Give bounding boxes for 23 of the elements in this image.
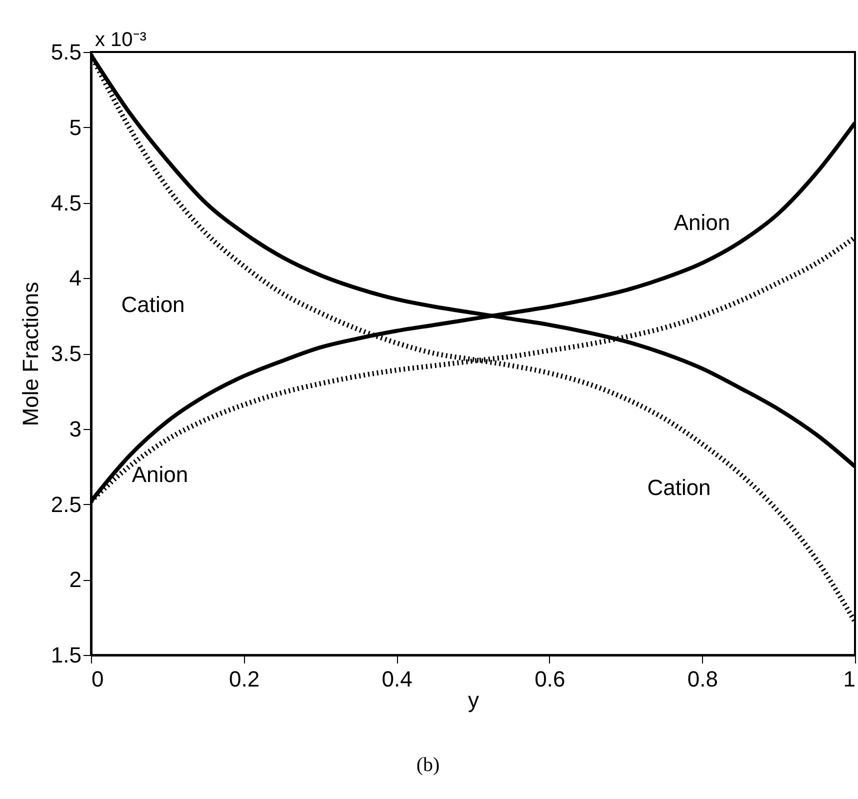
text: (b) <box>416 754 440 776</box>
y-tick-label: 1.5 <box>50 642 82 668</box>
text: x 10⁻³ <box>95 29 147 51</box>
annotation: Cation <box>647 475 711 500</box>
y-axis-title: Mole Fractions <box>18 282 43 426</box>
y-tick-label: 2.5 <box>50 492 82 517</box>
x-tick-label: 0.6 <box>534 666 566 692</box>
x-tick-label: 0.2 <box>229 666 260 692</box>
y-tick-label: 5 <box>69 114 82 140</box>
annotation: Anion <box>674 210 730 235</box>
x-tick-label: 0 <box>92 666 104 692</box>
y-tick-label: 2 <box>69 567 82 592</box>
x-tick-label: 0.8 <box>687 666 718 692</box>
y-tick-label: 4 <box>69 266 82 291</box>
annotation: Cation <box>121 292 185 317</box>
annotation: Anion <box>132 462 188 487</box>
x-tick-label: 0.4 <box>382 666 412 692</box>
x-axis-title: y <box>468 688 479 712</box>
y-tick-label: 4.5 <box>50 190 82 216</box>
y-tick-label: 5.5 <box>50 40 82 64</box>
x-tick-label: 1 <box>843 666 856 692</box>
y-tick-label: 3.5 <box>50 341 82 366</box>
y-tick-label: 3 <box>69 416 82 442</box>
